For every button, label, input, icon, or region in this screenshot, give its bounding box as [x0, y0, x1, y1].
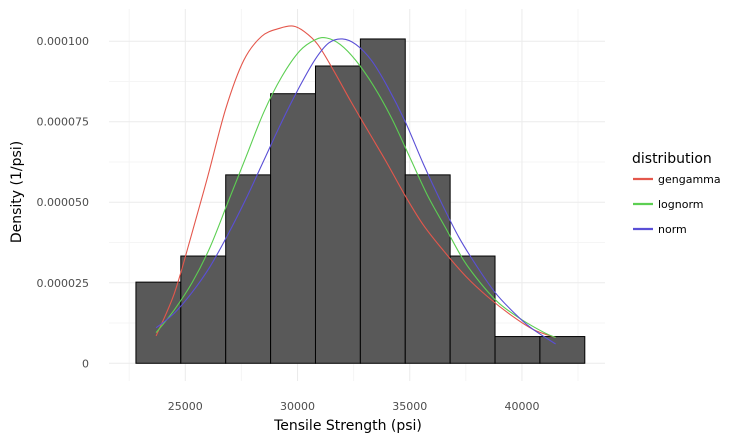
y-axis-title: Density (1/psi) — [9, 141, 25, 243]
legend-label-lognorm: lognorm — [658, 198, 704, 211]
legend-label-norm: norm — [658, 223, 687, 236]
histogram-bar — [225, 174, 272, 364]
y-tick-label: 0 — [82, 357, 89, 370]
x-tick-labels: 25000 30000 35000 40000 — [168, 400, 540, 413]
x-tick-label: 30000 — [280, 400, 315, 413]
y-tick-label: 0.000100 — [37, 35, 90, 48]
density-line-lognorm — [155, 37, 556, 339]
histogram-bar — [314, 65, 361, 364]
x-tick-label: 25000 — [168, 400, 203, 413]
histogram-bar — [359, 38, 406, 364]
histogram-bar — [404, 174, 451, 364]
histogram-bars — [135, 38, 586, 364]
y-tick-labels: 0 0.000025 0.000050 0.000075 0.000100 — [37, 35, 90, 370]
density-line-norm — [155, 38, 556, 345]
legend-items: gengamma lognorm norm — [633, 173, 721, 236]
legend: distribution gengamma lognorm norm — [632, 151, 721, 236]
y-tick-label: 0.000050 — [37, 196, 90, 209]
density-curves — [155, 25, 556, 345]
histogram-bar — [270, 93, 316, 364]
y-tick-label: 0.000025 — [37, 277, 90, 290]
histogram-bar — [449, 255, 496, 364]
histogram-bar — [180, 255, 227, 364]
x-axis-title: Tensile Strength (psi) — [273, 418, 422, 434]
density-line-gengamma — [155, 25, 556, 339]
legend-title: distribution — [632, 151, 712, 167]
legend-label-gengamma: gengamma — [658, 173, 721, 186]
x-tick-label: 40000 — [504, 400, 539, 413]
histogram-bar — [539, 336, 586, 364]
histogram-bar — [494, 336, 541, 364]
x-tick-label: 35000 — [392, 400, 427, 413]
y-tick-label: 0.000075 — [37, 116, 90, 129]
